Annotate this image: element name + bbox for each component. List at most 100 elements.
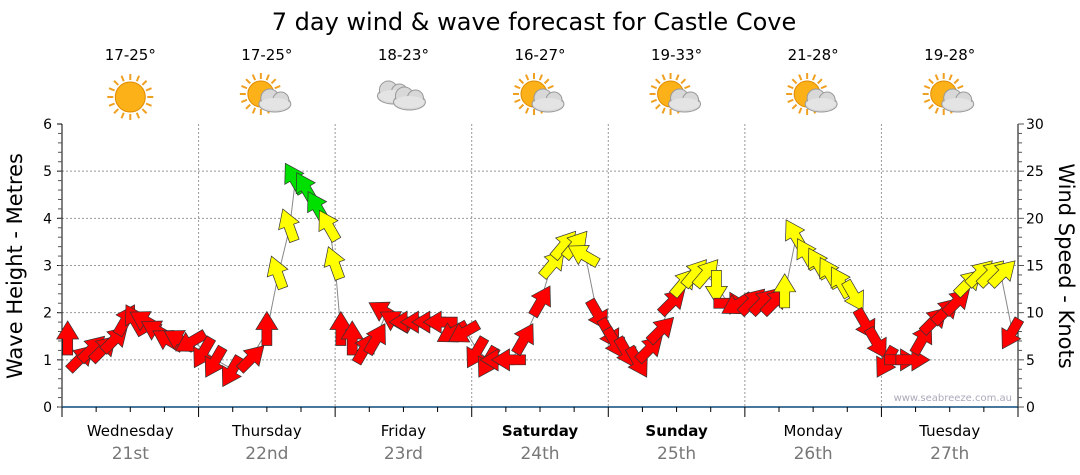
sun-disc	[114, 81, 146, 113]
sun-ray	[953, 78, 960, 85]
sun-ray	[923, 98, 931, 103]
y-tick-label-left: 3	[43, 259, 52, 275]
sun-cloud-icon	[649, 73, 702, 115]
y-tick-label-left: 0	[43, 400, 52, 416]
sun-ray	[650, 98, 658, 103]
wind-arrow	[193, 335, 217, 369]
day-name-label: Wednesday	[87, 422, 174, 440]
wind-arrow	[986, 260, 1016, 289]
sun-ray	[543, 78, 550, 85]
y-axis-right-label: Wind Speed - Knots	[1054, 163, 1078, 368]
sun-ray	[928, 78, 934, 85]
sun-ray	[265, 74, 270, 81]
wind-arrow	[528, 285, 551, 319]
sun-ray	[661, 107, 666, 114]
wind-arrow	[773, 273, 797, 309]
wind-arrow	[704, 270, 729, 306]
sun-ray	[518, 78, 525, 85]
y-axis-left-label: Wave Height - Metres	[3, 153, 27, 379]
sun-ray	[113, 80, 119, 86]
day-temp-range: 21-28°	[788, 46, 839, 64]
sun-ray	[798, 74, 803, 81]
y-tick-label-left: 2	[43, 306, 52, 322]
sun-ray	[655, 78, 661, 85]
cloud-body	[669, 98, 700, 110]
wind-arrows	[56, 162, 1025, 388]
sun-cloud-icon	[239, 73, 292, 115]
sun-icon	[107, 74, 154, 120]
day-name-label: Thursday	[231, 422, 302, 440]
day-date-label: 23rd	[384, 444, 423, 464]
y-tick-label-right: 30	[1026, 117, 1044, 133]
wind-arrow	[318, 209, 342, 243]
sun-ray	[274, 85, 281, 90]
sun-ray	[934, 74, 939, 81]
wind-arrow	[645, 316, 675, 346]
wind-arrow	[448, 319, 482, 343]
sun-ray	[108, 102, 115, 107]
axes: 0 1 2 3 4 5 6 0 5 10 15 20 25 30 Wednesday 21st Thursday…	[43, 117, 1044, 464]
day-date-label: 24th	[520, 444, 559, 464]
sun-ray	[525, 107, 530, 114]
day-temp-range: 18-23°	[378, 46, 429, 64]
y-tick-label-right: 15	[1026, 259, 1044, 275]
day-temp-range: 17-25°	[241, 46, 292, 64]
sun-cloud-icon	[513, 73, 565, 115]
wind-arrow	[1001, 316, 1025, 350]
day-date-label: 21st	[112, 444, 149, 464]
sun-ray	[113, 108, 119, 114]
day-name-label: Saturday	[502, 422, 579, 440]
day-name-label: Monday	[784, 422, 843, 440]
sun-ray	[934, 107, 939, 114]
sun-ray	[684, 85, 691, 90]
sun-ray	[680, 78, 687, 85]
day-name-label: Tuesday	[918, 422, 980, 440]
sun-ray	[787, 98, 794, 103]
y-tick-label-left: 1	[43, 353, 52, 369]
sun-ray	[957, 85, 964, 90]
sun-ray	[120, 75, 125, 82]
wind-arrow	[323, 246, 346, 281]
wind-arrow	[255, 310, 279, 346]
sun-ray	[518, 103, 525, 110]
wind-arrow	[511, 323, 534, 357]
sun-ray	[245, 103, 251, 110]
sun-ray	[251, 74, 257, 81]
day-date-label: 22nd	[245, 444, 288, 464]
sun-ray	[791, 78, 798, 85]
cloud-body	[533, 98, 563, 110]
sun-ray	[787, 85, 794, 90]
wind-arrow	[56, 320, 80, 356]
y-tick-label-right: 25	[1026, 164, 1044, 180]
sun-ray	[145, 87, 152, 92]
sun-ray	[514, 98, 521, 103]
wind-arrow	[841, 278, 864, 312]
wind-arrow	[567, 245, 601, 268]
wind-arrow	[204, 344, 228, 378]
sun-ray	[525, 74, 530, 81]
wind-arrow	[490, 348, 526, 372]
wind-arrow	[278, 208, 300, 244]
wind-arrow	[363, 323, 386, 357]
wind-arrow	[221, 354, 245, 388]
sun-ray	[270, 78, 277, 85]
sun-cloud-icon	[786, 73, 838, 115]
sun-ray	[538, 74, 543, 81]
cloud-body	[806, 98, 837, 110]
sun-ray	[655, 103, 661, 110]
sun-cloud-icon	[922, 73, 975, 115]
sun-ray	[241, 98, 248, 103]
watermark: www.seabreeze.com.au	[894, 393, 1012, 404]
sun-ray	[251, 107, 257, 114]
sun-ray	[108, 87, 115, 92]
y-tick-label-right: 20	[1026, 211, 1044, 227]
sun-ray	[245, 78, 251, 85]
wind-arrow	[466, 335, 490, 369]
y-tick-label-right: 10	[1026, 306, 1044, 322]
sun-ray	[661, 74, 666, 81]
sun-ray	[514, 85, 521, 90]
sun-ray	[928, 103, 934, 110]
day-name-label: Friday	[381, 422, 427, 440]
